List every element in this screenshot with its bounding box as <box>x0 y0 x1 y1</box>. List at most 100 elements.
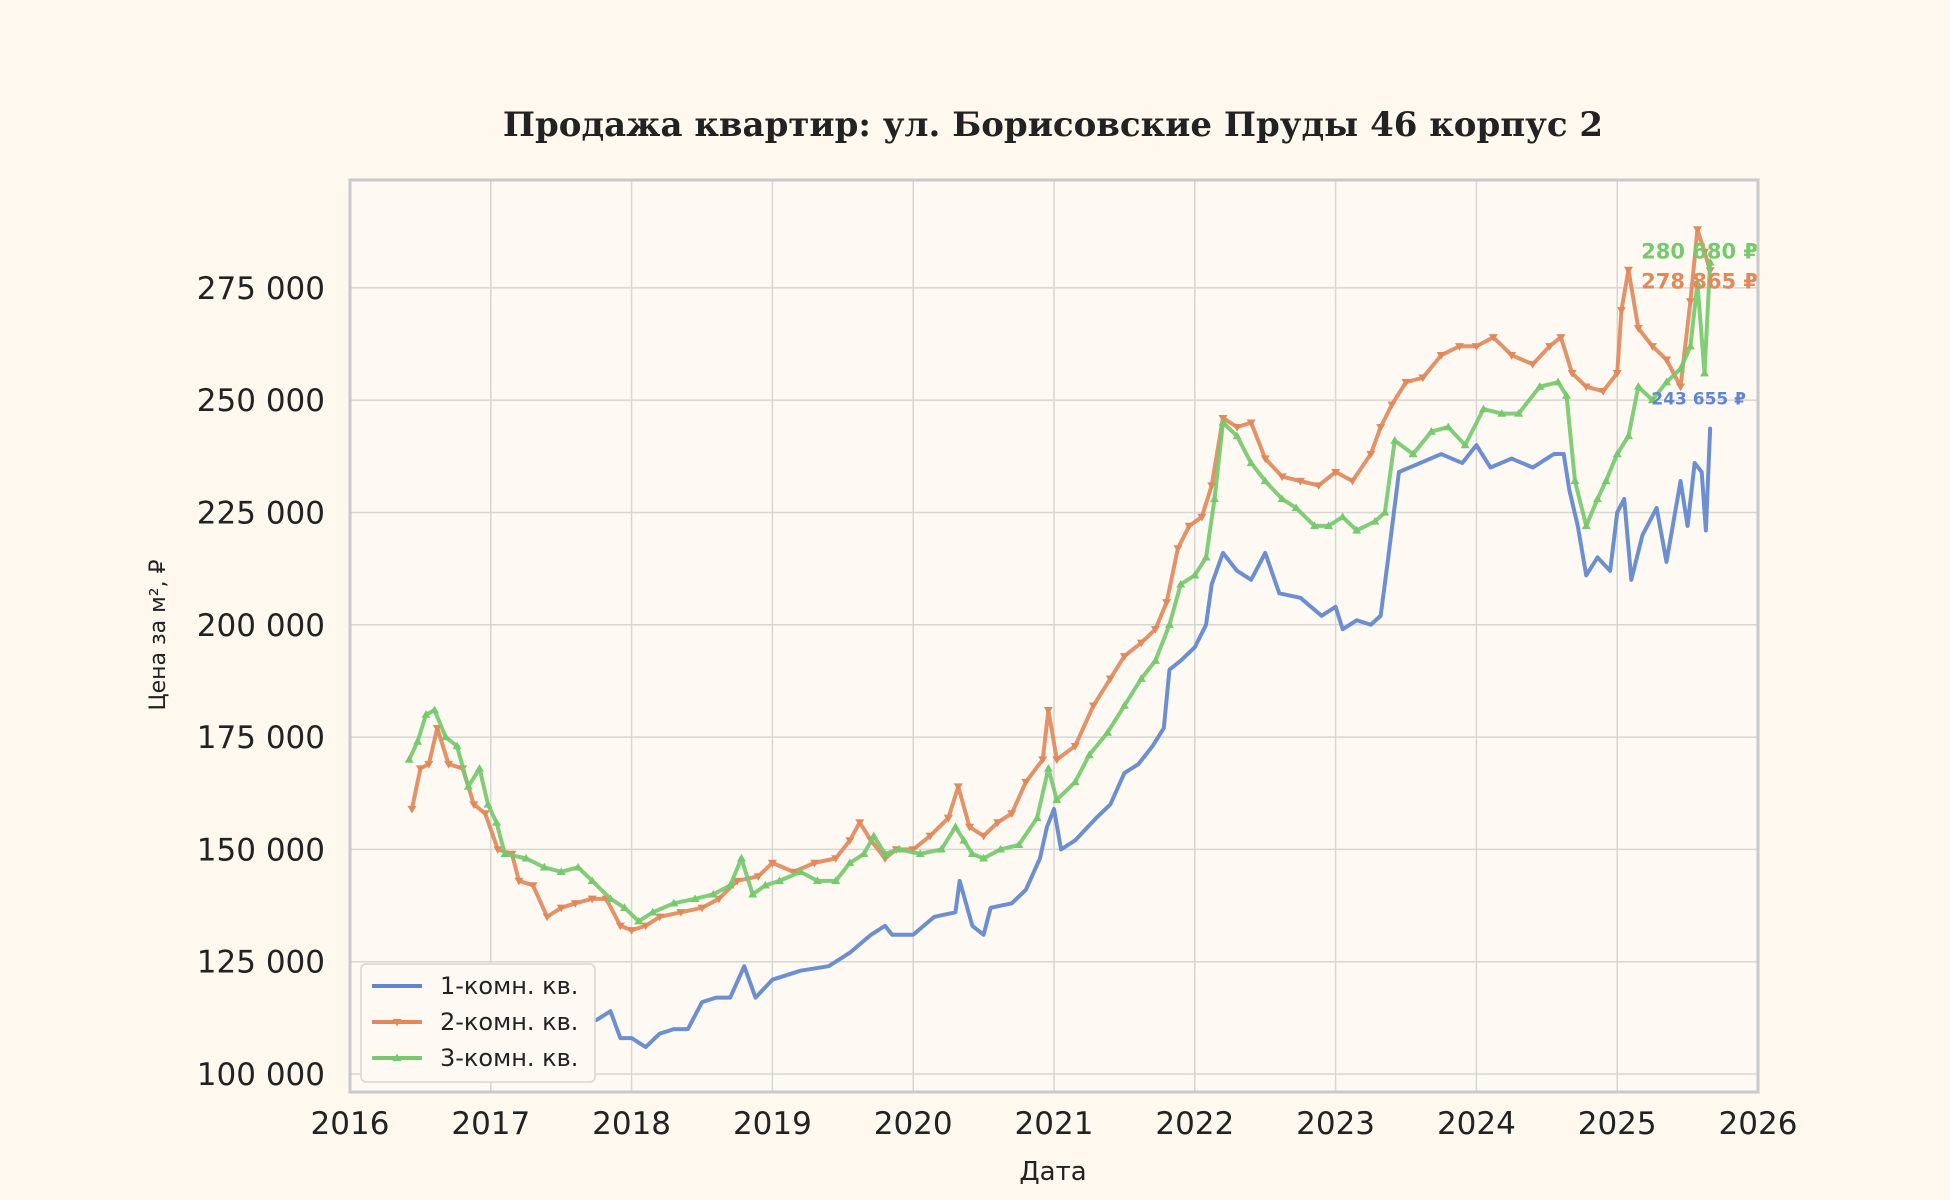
series-marker <box>1021 778 1031 787</box>
y-tick-label: 200 000 <box>197 608 325 644</box>
series-marker <box>1612 370 1622 378</box>
series-marker <box>1184 522 1194 531</box>
series-marker <box>789 868 799 877</box>
series-marker <box>1387 401 1397 410</box>
series-marker <box>620 903 630 911</box>
series-marker <box>995 844 1005 853</box>
series-marker <box>1380 507 1390 516</box>
series-marker <box>556 904 566 913</box>
legend-box <box>360 963 596 1083</box>
series-marker <box>1623 431 1633 440</box>
series-marker <box>655 913 665 922</box>
series-marker <box>1647 395 1657 404</box>
series-marker <box>392 1053 402 1062</box>
series-marker <box>1581 521 1591 530</box>
series-marker <box>1007 810 1017 818</box>
x-tick-label: 2024 <box>1437 1106 1516 1142</box>
series-marker <box>753 873 763 881</box>
series-marker <box>573 862 583 871</box>
series-marker <box>1401 379 1411 387</box>
series-marker <box>1105 675 1115 684</box>
y-tick-label: 250 000 <box>197 383 325 419</box>
series-marker <box>796 867 806 876</box>
series-marker <box>1150 656 1160 664</box>
series-marker <box>1043 706 1053 715</box>
series-marker <box>1685 298 1695 306</box>
series-marker <box>1176 579 1186 588</box>
series-marker <box>648 907 658 916</box>
series-marker <box>812 876 822 884</box>
series-marker <box>953 783 963 792</box>
series-marker <box>1623 266 1633 275</box>
series-marker <box>539 862 549 871</box>
series-marker <box>627 927 637 935</box>
series-3-group <box>404 257 1715 925</box>
y-tick-label: 100 000 <box>197 1057 325 1093</box>
series-marker <box>469 801 479 809</box>
x-tick-label: 2020 <box>874 1106 953 1142</box>
series-marker <box>1507 352 1517 360</box>
series-marker <box>521 853 531 862</box>
series-marker <box>1676 364 1686 372</box>
series-marker <box>1408 449 1418 458</box>
series-marker <box>1210 494 1220 503</box>
series-marker <box>1136 674 1146 682</box>
series-marker <box>1535 382 1545 390</box>
series-marker <box>528 882 538 890</box>
series-marker <box>1314 482 1324 490</box>
series-marker <box>1088 702 1098 711</box>
series-marker <box>1347 477 1357 486</box>
series-marker <box>556 867 566 876</box>
series-marker <box>1601 476 1611 485</box>
series-marker <box>413 737 423 745</box>
series-marker <box>1612 449 1622 458</box>
series-marker <box>1052 756 1062 765</box>
series-marker <box>452 741 462 750</box>
series-marker <box>1545 343 1555 351</box>
series-marker <box>1173 545 1183 553</box>
series-marker <box>392 1018 402 1027</box>
series-marker <box>1136 639 1146 648</box>
y-axis-label: Цена за м², ₽ <box>146 559 171 710</box>
series-end-label: 243 655 ₽ <box>1651 390 1746 410</box>
series-marker <box>605 894 615 902</box>
series-marker <box>1376 423 1386 432</box>
series-marker <box>1366 450 1376 459</box>
series-marker <box>908 846 918 854</box>
series-marker <box>880 855 890 863</box>
series-marker <box>725 880 735 889</box>
series-marker <box>1598 388 1608 396</box>
series-marker <box>1052 795 1062 804</box>
x-tick-label: 2017 <box>451 1106 530 1142</box>
series-marker <box>697 904 707 913</box>
series-marker <box>570 900 580 908</box>
series-marker <box>1207 482 1217 490</box>
y-tick-label: 175 000 <box>197 720 325 756</box>
series-marker <box>936 844 946 853</box>
series-marker <box>1699 248 1709 257</box>
series-2-line <box>409 227 1713 933</box>
x-tick-label: 2025 <box>1578 1106 1657 1142</box>
series-marker <box>1277 494 1287 503</box>
series-marker <box>587 895 597 904</box>
x-tick-label: 2019 <box>733 1106 812 1142</box>
series-marker <box>831 855 841 863</box>
series-marker <box>959 835 969 844</box>
series-marker <box>943 814 953 823</box>
series-marker <box>1514 409 1524 417</box>
series-marker <box>748 889 758 898</box>
series-marker <box>1455 343 1465 351</box>
series-marker <box>859 849 869 858</box>
series-marker <box>493 846 503 854</box>
series-marker <box>1661 377 1671 386</box>
series-marker <box>1592 494 1602 503</box>
legend-label: 1-комн. кв. <box>440 972 578 1000</box>
series-marker <box>1471 343 1481 351</box>
series-marker <box>894 844 904 853</box>
series-marker <box>993 819 1003 827</box>
series-end-label: 278 865 ₽ <box>1641 269 1758 293</box>
legend-label: 3-комн. кв. <box>440 1044 578 1072</box>
series-marker <box>444 760 454 769</box>
series-marker <box>950 822 960 831</box>
